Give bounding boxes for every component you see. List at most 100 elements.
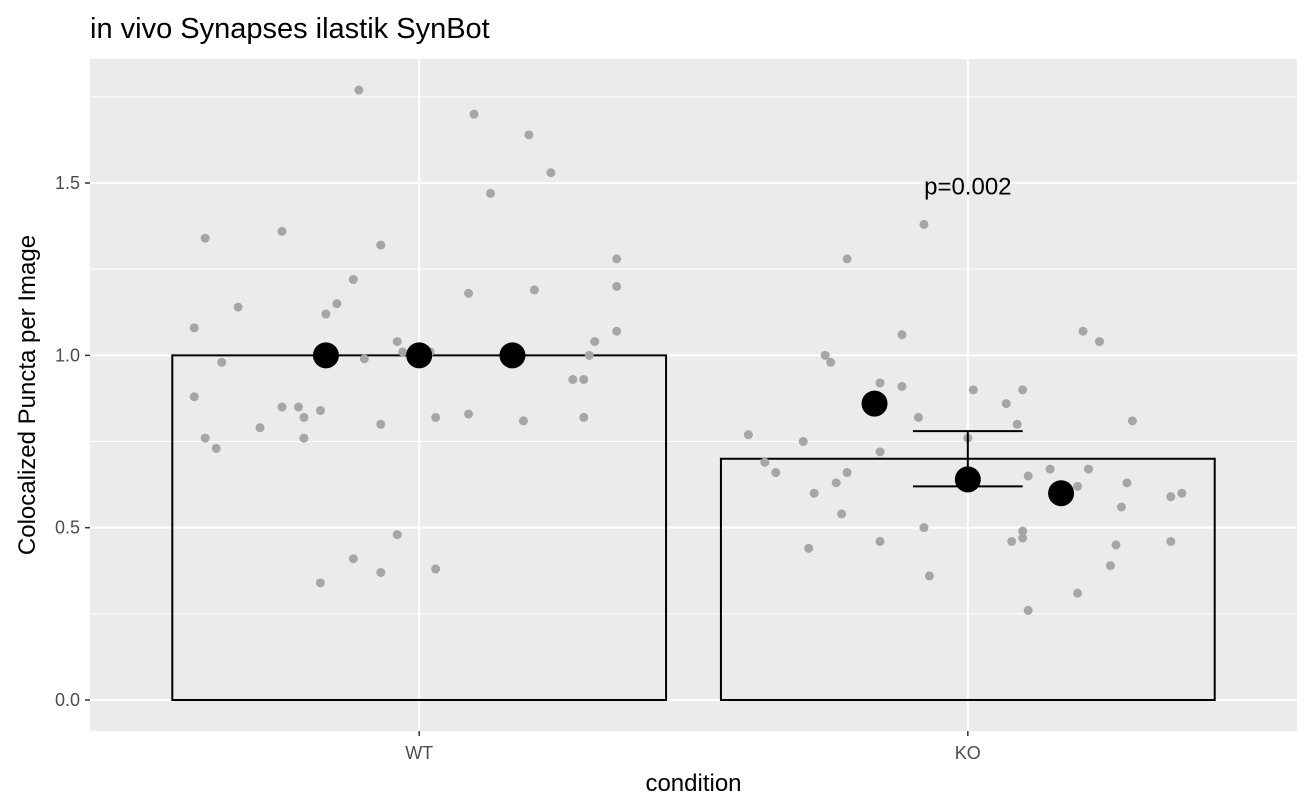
summary-point-ko: [861, 390, 888, 417]
chart-title: in vivo Synapses ilastik SynBot: [90, 13, 490, 45]
data-point-ko: [875, 536, 885, 546]
data-point-wt: [359, 354, 369, 364]
data-point-wt: [348, 275, 358, 285]
y-tick-label: 1.5: [55, 173, 80, 193]
data-point-ko: [820, 350, 830, 360]
y-axis-title: Colocalized Puncta per Image: [14, 235, 41, 555]
data-point-wt: [354, 85, 364, 95]
data-point-wt: [398, 347, 408, 357]
data-point-ko: [919, 219, 929, 229]
data-point-ko: [1177, 488, 1187, 498]
data-point-ko: [771, 468, 781, 478]
data-point-wt: [211, 443, 221, 453]
data-point-ko: [1023, 605, 1033, 615]
data-point-wt: [464, 288, 474, 298]
data-point-wt: [464, 409, 474, 419]
bar-ko: [719, 457, 1216, 701]
plot-panel-background: [90, 59, 1297, 731]
data-point-wt: [529, 285, 539, 295]
data-point-ko: [760, 457, 770, 467]
data-point-wt: [584, 350, 594, 360]
data-point-wt: [431, 412, 441, 422]
data-point-ko: [913, 412, 923, 422]
y-tick-label: 1.0: [55, 345, 80, 365]
data-point-wt: [568, 374, 578, 384]
data-point-ko: [1073, 588, 1083, 598]
data-point-wt: [376, 567, 386, 577]
axes: 0.0 0.5 1.0 1.5 WT KO: [55, 173, 981, 763]
data-point-wt: [277, 226, 287, 236]
data-point-wt: [392, 337, 402, 347]
data-point-ko: [1045, 464, 1055, 474]
data-point-wt: [612, 326, 622, 336]
data-point-ko: [1001, 399, 1011, 409]
data-point-ko: [897, 381, 907, 391]
data-point-ko: [968, 385, 978, 395]
data-point-ko: [924, 571, 934, 581]
data-point-wt: [612, 254, 622, 264]
data-point-ko: [1018, 533, 1028, 543]
data-point-ko: [1122, 478, 1132, 488]
data-point-ko: [875, 378, 885, 388]
data-point-ko: [804, 543, 814, 553]
bar-wt: [171, 354, 668, 701]
data-point-wt: [200, 233, 210, 243]
data-point-ko: [1073, 481, 1083, 491]
data-point-wt: [200, 433, 210, 443]
data-point-ko: [897, 330, 907, 340]
data-point-wt: [392, 530, 402, 540]
data-point-ko: [1094, 337, 1104, 347]
summary-point-ko: [954, 466, 981, 493]
y-tick-label: 0.5: [55, 518, 80, 538]
data-point-wt: [590, 337, 600, 347]
data-point-ko: [1012, 419, 1022, 429]
data-point-wt: [524, 130, 534, 140]
summary-point-wt: [406, 342, 433, 369]
jitter-points: [189, 85, 1187, 615]
data-point-ko: [1018, 385, 1028, 395]
data-point-wt: [612, 281, 622, 291]
data-point-ko: [1007, 536, 1017, 546]
data-point-ko: [798, 437, 808, 447]
data-point-wt: [315, 406, 325, 416]
data-point-wt: [332, 299, 342, 309]
data-point-ko: [1111, 540, 1121, 550]
data-point-ko: [1127, 416, 1137, 426]
data-point-wt: [348, 554, 358, 564]
data-point-ko: [1018, 526, 1028, 536]
data-point-wt: [293, 402, 303, 412]
data-point-wt: [277, 402, 287, 412]
data-point-wt: [299, 412, 309, 422]
x-axis-title: condition: [645, 770, 741, 797]
x-tick-label-ko: KO: [955, 743, 981, 763]
data-point-wt: [579, 374, 589, 384]
data-point-wt: [376, 240, 386, 250]
annotations: p=0.002: [924, 174, 1011, 201]
data-point-ko: [1105, 561, 1115, 571]
data-point-ko: [842, 468, 852, 478]
data-point-wt: [255, 423, 265, 433]
data-point-wt: [189, 323, 199, 333]
data-point-wt: [299, 433, 309, 443]
data-point-wt: [518, 416, 528, 426]
data-point-ko: [809, 488, 819, 498]
data-point-wt: [469, 109, 479, 119]
summary-point-wt: [499, 342, 526, 369]
p-value-annotation: p=0.002: [924, 174, 1011, 201]
data-point-wt: [315, 578, 325, 588]
data-point-wt: [189, 392, 199, 402]
data-point-ko: [919, 523, 929, 533]
data-point-wt: [579, 412, 589, 422]
data-point-ko: [842, 254, 852, 264]
data-point-wt: [376, 419, 386, 429]
data-point-ko: [1166, 492, 1176, 502]
summary-points: [312, 342, 1075, 507]
data-point-ko: [1116, 502, 1126, 512]
data-point-ko: [743, 430, 753, 440]
data-point-wt: [217, 357, 227, 367]
data-point-wt: [431, 564, 441, 574]
data-point-ko: [1084, 464, 1094, 474]
y-tick-label: 0.0: [55, 690, 80, 710]
data-point-ko: [837, 509, 847, 519]
